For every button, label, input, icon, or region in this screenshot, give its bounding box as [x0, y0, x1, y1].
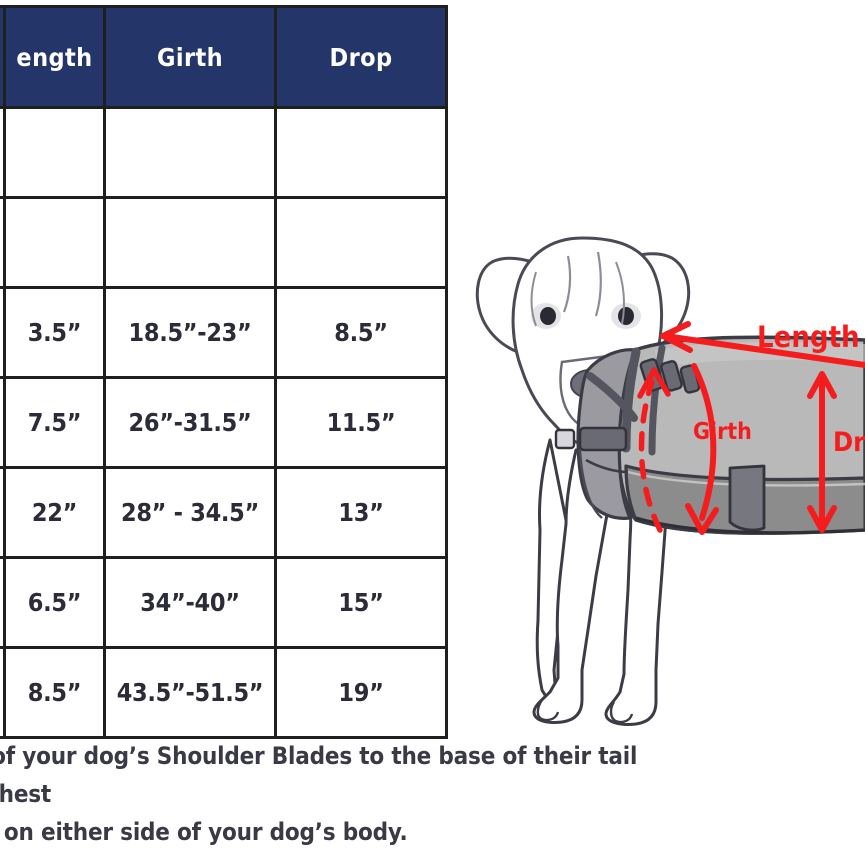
cell-length: 6.5”: [3, 556, 106, 649]
cell-size: [0, 556, 6, 649]
table-row: 6.5” 34”-40” 15”: [0, 556, 448, 649]
cell-size: [0, 106, 6, 199]
cell-length: [3, 196, 106, 289]
table-row: [0, 196, 448, 289]
table-header: ength Girth Drop: [0, 5, 448, 109]
cell-size: [0, 376, 6, 469]
cell-girth: 18.5”-23”: [103, 286, 277, 379]
column-header-size: [0, 5, 6, 109]
column-header-girth: Girth: [103, 5, 277, 109]
cell-length: [3, 106, 106, 199]
note-girth: ur dog’s chest: [0, 780, 52, 808]
cell-length: 22”: [3, 466, 106, 559]
size-chart-table: ength Girth Drop 3.5” 18.5”-23”: [0, 5, 448, 739]
measurement-notes: the base of your dog’s Shoulder Blades t…: [0, 737, 780, 851]
cell-drop: 8.5”: [274, 286, 448, 379]
dog-jacket-illustration: [430, 200, 865, 760]
note-length: the base of your dog’s Shoulder Blades t…: [0, 742, 638, 770]
cell-girth: 43.5”-51.5”: [103, 646, 277, 739]
measurement-arrows: [637, 321, 865, 535]
cell-size: [0, 646, 6, 739]
cell-girth: [103, 196, 277, 289]
table-header-row: ength Girth Drop: [0, 5, 448, 109]
cell-size: [0, 466, 6, 559]
cell-drop: 11.5”: [274, 376, 448, 469]
table-row: 22” 28” - 34.5” 13”: [0, 466, 448, 559]
cell-drop: [274, 106, 448, 199]
cell-girth: [103, 106, 277, 199]
column-header-drop: Drop: [274, 5, 448, 109]
table-row: 7.5” 26”-31.5” 11.5”: [0, 376, 448, 469]
cell-size: [0, 196, 6, 289]
column-header-length: ength: [3, 5, 106, 109]
annotation-drop-label: Dro: [833, 427, 865, 458]
annotation-girth-label: Girth: [693, 419, 752, 445]
note-drop: ill drop to on either side of your dog’s…: [0, 818, 408, 846]
table-row: 3.5” 18.5”-23” 8.5”: [0, 286, 448, 379]
cell-drop: 13”: [274, 466, 448, 559]
annotation-length-label: Length: [757, 320, 860, 354]
table-row: 8.5” 43.5”-51.5” 19”: [0, 646, 448, 739]
cell-size: [0, 286, 6, 379]
cell-length: 8.5”: [3, 646, 106, 739]
cell-drop: 19”: [274, 646, 448, 739]
cell-length: 7.5”: [3, 376, 106, 469]
cell-girth: 26”-31.5”: [103, 376, 277, 469]
cell-length: 3.5”: [3, 286, 106, 379]
table-row: [0, 106, 448, 199]
cell-drop: 15”: [274, 556, 448, 649]
cell-girth: 28” - 34.5”: [103, 466, 277, 559]
table-body: 3.5” 18.5”-23” 8.5” 7.5” 26”-31.5” 11.5”…: [0, 106, 448, 739]
cell-drop: [274, 196, 448, 289]
dog-jacket: [554, 335, 865, 535]
cell-girth: 34”-40”: [103, 556, 277, 649]
